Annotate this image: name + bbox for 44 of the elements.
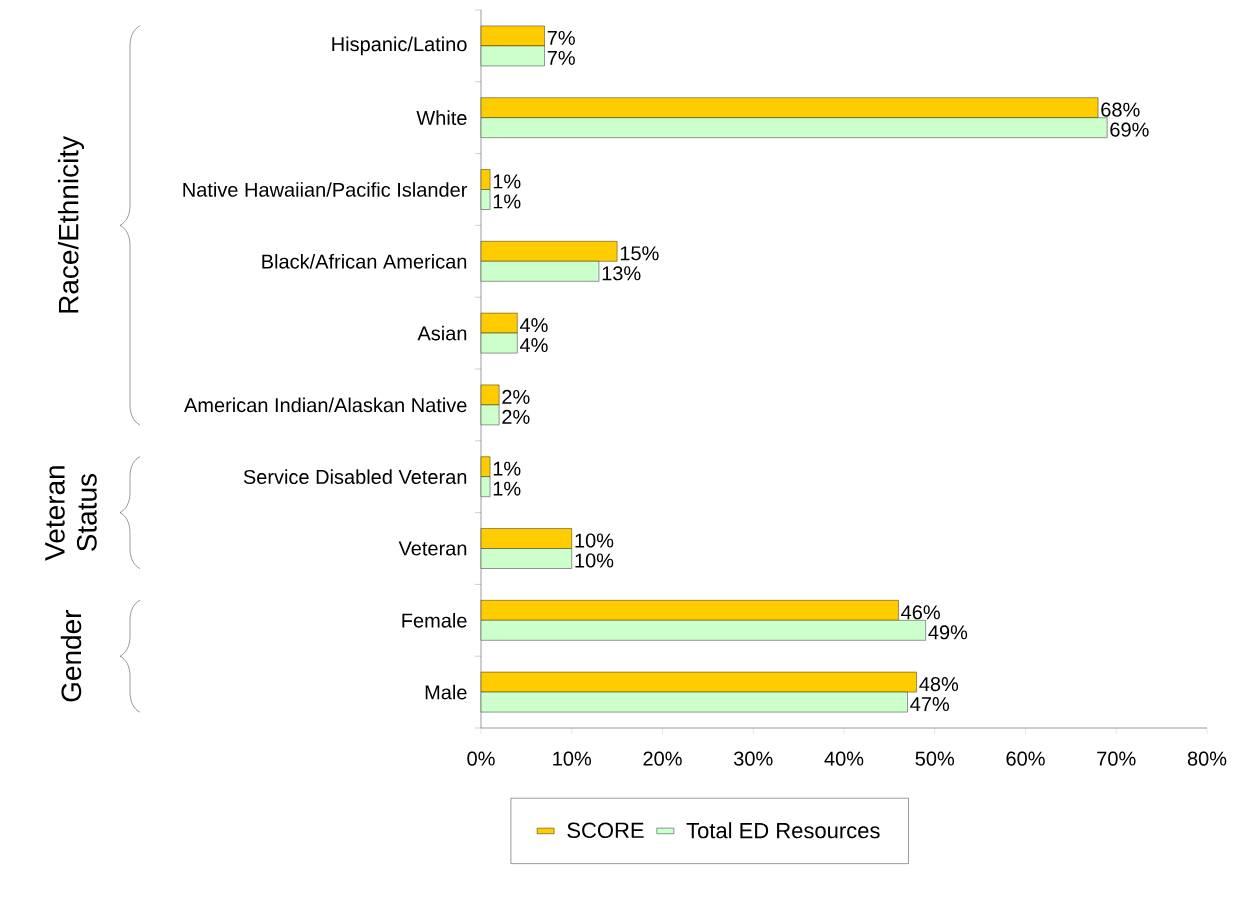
data-label: 4%: [519, 318, 548, 333]
data-label: 7%: [547, 50, 575, 65]
y-tick-label: Veteran: [398, 541, 467, 556]
y-tick-label: American Indian/Alaskan Native: [184, 397, 467, 413]
data-label: 2%: [502, 409, 530, 424]
data-label: 1%: [493, 461, 521, 476]
x-tick-label: 40%: [824, 751, 864, 766]
data-label: 1%: [493, 174, 521, 189]
x-tick-label: 70%: [1097, 751, 1136, 766]
data-label: 2%: [502, 389, 530, 404]
x-tick-label: 50%: [915, 751, 955, 766]
legend-label: Total ED Resources: [686, 822, 880, 839]
x-tick-label: 10%: [553, 751, 592, 766]
data-label: 68%: [1101, 102, 1140, 117]
data-label: 13%: [602, 266, 641, 281]
data-label: 1%: [493, 481, 521, 496]
text: Gender: [60, 609, 82, 702]
y-tick-label: Male: [425, 684, 467, 700]
x-tick-label: 30%: [734, 751, 773, 766]
data-label: 46%: [901, 605, 940, 620]
y-tick-label: White: [416, 110, 467, 126]
x-tick-label: 0%: [467, 751, 495, 766]
data-label: 7%: [547, 30, 575, 45]
text: Race/Ethnicity: [57, 135, 85, 313]
data-label: 47%: [910, 697, 950, 712]
y-tick-label: Native Hawaiian/Pacific Islander: [183, 182, 468, 197]
data-label: 48%: [919, 677, 959, 692]
x-tick-label: 20%: [643, 751, 682, 766]
data-label: 10%: [575, 553, 614, 568]
legend-label: SCORE: [567, 822, 644, 839]
y-tick-label: Hispanic/Latino: [332, 36, 467, 56]
text: Veteran Status: [45, 466, 97, 561]
data-label: 69%: [1110, 122, 1149, 137]
y-tick-label: Female: [402, 612, 467, 628]
y-tick-label: Black/African American: [262, 253, 467, 269]
data-label: 15%: [620, 246, 659, 261]
y-tick-label: Service Disabled Veteran: [243, 469, 467, 485]
data-label: 4%: [519, 338, 548, 353]
x-tick-label: 80%: [1187, 751, 1227, 766]
data-label: 1%: [493, 194, 521, 209]
data-label: 10%: [575, 533, 614, 548]
y-tick-label: Asian: [417, 325, 467, 341]
x-tick-label: 60%: [1006, 751, 1045, 766]
data-label: 49%: [928, 625, 968, 640]
